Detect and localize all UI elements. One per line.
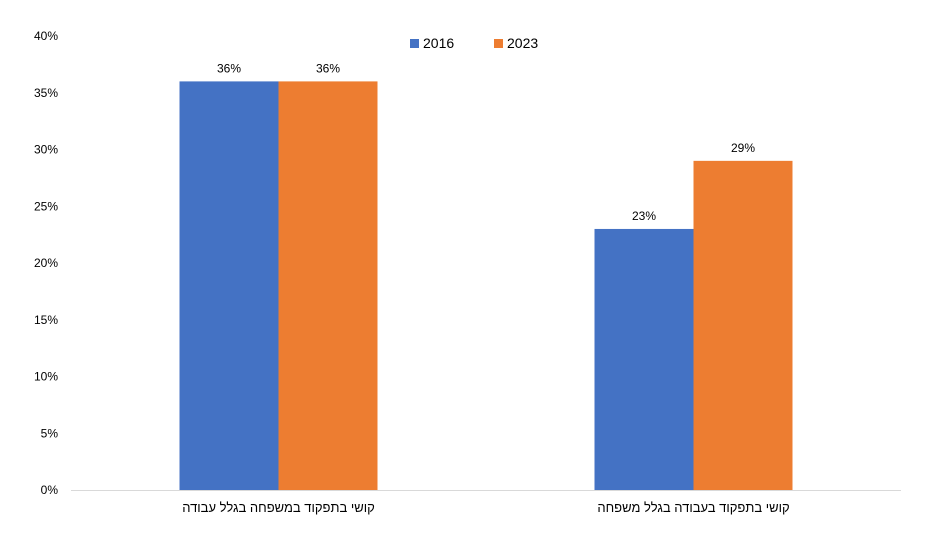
data-label-2016-category-1: 23%	[632, 209, 656, 223]
legend-label-2023: 2023	[507, 35, 538, 51]
category-label-0: קושי בתפקוד במשפחה בגלל עבודה	[182, 500, 375, 515]
data-label-2023-category-0: 36%	[316, 61, 340, 75]
y-tick-label: 35%	[34, 86, 58, 100]
y-tick-label: 0%	[41, 483, 59, 497]
data-label-2023-category-1: 29%	[731, 141, 755, 155]
y-tick-label: 15%	[34, 313, 58, 327]
bars	[179, 81, 793, 491]
bar-2016-category-0	[179, 81, 279, 491]
y-tick-label: 10%	[34, 370, 58, 384]
y-tick-label: 5%	[41, 426, 59, 440]
bar-2023-category-0	[278, 81, 378, 491]
y-axis-ticks: 0% 5% 10% 15% 20% 25% 30% 35% 40%	[34, 29, 58, 497]
legend-swatch-2016	[410, 39, 419, 48]
legend-swatch-2023	[494, 39, 503, 48]
bar-2016-category-1	[594, 228, 694, 490]
y-tick-label: 25%	[34, 199, 58, 213]
y-tick-label: 20%	[34, 256, 58, 270]
data-label-2016-category-0: 36%	[217, 61, 241, 75]
y-tick-label: 30%	[34, 143, 58, 157]
data-labels: 36% 36% 23% 29%	[217, 61, 755, 223]
x-axis-category-labels: קושי בתפקוד במשפחה בגלל עבודה קושי בתפקוד…	[182, 500, 789, 515]
category-label-1: קושי בתפקוד בעבודה בגלל משפחה	[597, 500, 789, 515]
y-tick-label: 40%	[34, 29, 58, 43]
bar-2023-category-1	[693, 160, 793, 490]
legend: 2016 2023	[410, 35, 538, 51]
legend-label-2016: 2016	[423, 35, 454, 51]
